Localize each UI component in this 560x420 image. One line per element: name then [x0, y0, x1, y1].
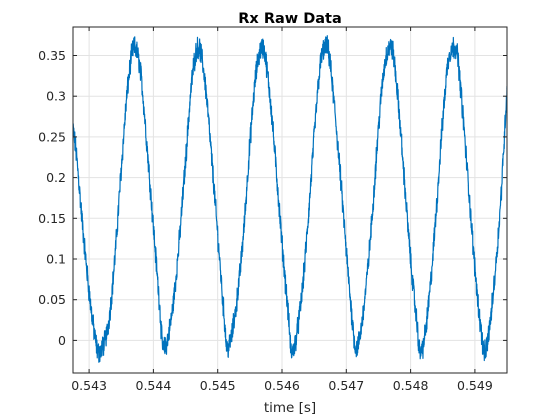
data-point	[82, 225, 84, 228]
data-point	[226, 348, 228, 350]
data-point	[474, 266, 476, 268]
data-point	[165, 343, 167, 346]
data-point	[229, 339, 232, 341]
data-point	[197, 46, 199, 49]
data-point	[127, 87, 129, 89]
data-point	[352, 323, 354, 325]
data-point	[319, 63, 322, 65]
data-point	[146, 144, 148, 146]
x-tick-label: 0.544	[136, 378, 172, 393]
data-point	[390, 46, 392, 49]
data-point	[162, 348, 164, 350]
data-point	[178, 242, 180, 244]
data-point	[332, 95, 334, 97]
data-point	[268, 87, 270, 89]
data-point	[455, 46, 457, 49]
tick-labels: 0.543 0.544 0.545 0.546 0.547 0.548 0.549 0 0.05…	[38, 48, 493, 393]
data-point	[397, 95, 399, 97]
data-point	[483, 352, 486, 354]
data-point	[493, 282, 495, 284]
y-tick-label: 0.2	[46, 170, 66, 185]
x-tick-label: 0.545	[200, 378, 236, 393]
data-point	[94, 339, 97, 341]
data-point	[249, 144, 251, 146]
data-point	[307, 225, 309, 228]
data-point	[371, 217, 373, 219]
y-tick-label: 0.3	[46, 89, 66, 104]
series-line	[73, 35, 507, 363]
data-point	[500, 201, 502, 203]
data-point	[152, 225, 154, 228]
data-point	[281, 242, 283, 244]
data-point	[88, 291, 90, 293]
data-layer	[73, 35, 507, 363]
x-axis-label: time [s]	[264, 400, 316, 416]
data-point	[384, 63, 386, 65]
x-tick-label: 0.547	[328, 378, 364, 393]
x-tick-label: 0.546	[264, 378, 300, 393]
data-point	[294, 343, 296, 346]
data-point	[377, 128, 379, 130]
data-point	[326, 46, 328, 49]
plot-area	[73, 27, 507, 373]
data-point	[461, 103, 463, 105]
data-point	[422, 343, 424, 346]
data-point	[274, 160, 277, 162]
data-point	[287, 315, 289, 317]
y-tick-label: 0	[58, 333, 66, 348]
data-point	[262, 46, 264, 49]
data-point	[133, 46, 135, 49]
data-point	[236, 299, 238, 301]
data-point	[210, 152, 212, 154]
data-point	[255, 71, 257, 73]
chart-title: Rx Raw Data	[238, 11, 342, 27]
data-point	[416, 323, 418, 325]
y-tick-label: 0.15	[38, 211, 66, 226]
data-point	[487, 339, 489, 341]
data-point	[114, 258, 116, 260]
y-tick-label: 0.1	[46, 252, 66, 267]
data-point	[300, 299, 302, 301]
data-point	[75, 152, 77, 154]
data-point	[172, 307, 174, 309]
data-point	[480, 331, 482, 333]
data-point	[98, 352, 100, 354]
data-point	[355, 348, 357, 350]
ticks	[73, 27, 507, 373]
data-point	[101, 348, 103, 350]
data-point	[223, 315, 225, 317]
data-point	[242, 234, 244, 236]
data-point	[435, 209, 437, 211]
data-point	[448, 54, 450, 57]
x-tick-label: 0.549	[457, 378, 493, 393]
data-point	[313, 136, 315, 138]
data-point	[184, 160, 187, 162]
data-point	[403, 177, 405, 179]
y-tick-label: 0.25	[38, 129, 66, 144]
data-point	[217, 234, 219, 236]
x-tick-label: 0.543	[71, 378, 107, 393]
data-point	[410, 258, 412, 260]
data-point	[419, 352, 421, 354]
data-point	[159, 307, 161, 309]
data-point	[139, 71, 142, 73]
data-point	[364, 291, 367, 293]
data-point	[339, 168, 341, 171]
data-point	[191, 79, 193, 81]
data-point	[442, 120, 444, 122]
y-tick-label: 0.35	[38, 48, 66, 63]
data-point	[291, 352, 293, 354]
data-point	[467, 185, 469, 187]
data-point	[358, 339, 360, 341]
grid	[73, 27, 507, 373]
axes-box	[72, 26, 508, 374]
data-point	[107, 323, 109, 325]
data-point	[120, 168, 122, 171]
x-tick-label: 0.548	[393, 378, 429, 393]
data-point	[204, 79, 206, 81]
data-point	[429, 291, 431, 293]
y-tick-label: 0.05	[38, 292, 66, 307]
data-point	[345, 250, 347, 252]
